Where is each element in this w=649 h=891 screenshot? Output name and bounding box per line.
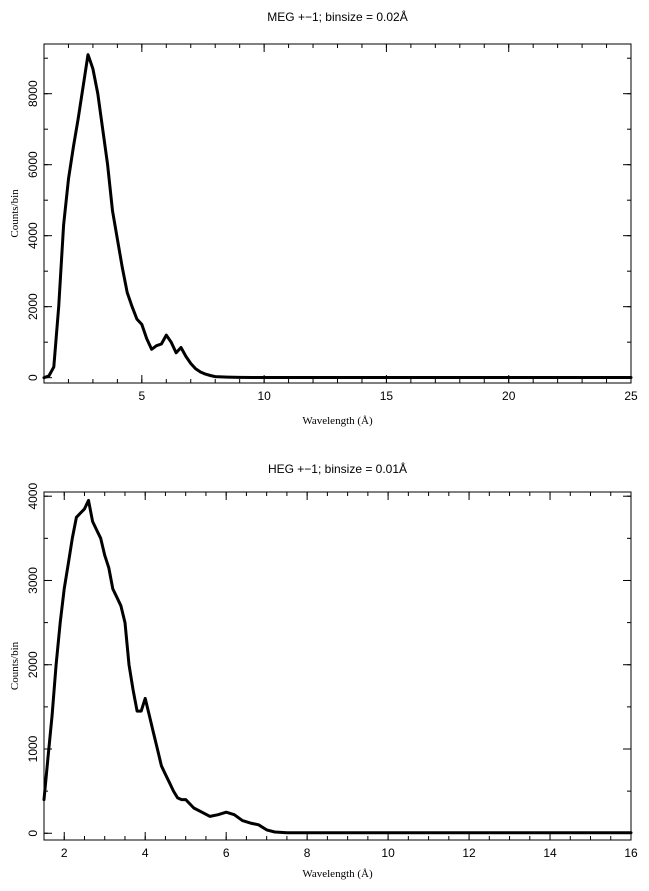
heg-x-tick-label: 6 (223, 846, 230, 860)
meg-x-tick-label: 25 (624, 389, 638, 403)
heg-x-tick-label: 10 (381, 846, 395, 860)
heg-x-tick-label: 12 (462, 846, 476, 860)
meg-plot-frame (43, 43, 632, 384)
heg-y-tick-label: 2000 (26, 651, 40, 678)
meg-spectrum-panel: MEG +−1; binsize = 0.02Å 5 10 15 20 25 0 2000 4… (9, 9, 638, 427)
heg-y-tick-label: 0 (26, 830, 40, 837)
meg-ticks (43, 44, 632, 383)
meg-x-tick-label: 15 (380, 389, 394, 403)
heg-ticks (43, 492, 632, 840)
heg-spectrum-panel: HEG +−1; binsize = 0.01Å 2 4 6 8 10 12 14 16 0 10… (9, 461, 638, 880)
meg-y-tick-label: 0 (26, 374, 40, 381)
meg-tick-labels: 5 10 15 20 25 0 2000 4000 6000 8000 (26, 80, 638, 403)
meg-x-tick-label: 20 (502, 389, 516, 403)
heg-y-tick-label: 3000 (26, 567, 40, 594)
heg-tick-labels: 2 4 6 8 10 12 14 16 0 1000 2000 3000 4000 (26, 483, 638, 860)
heg-chart-title: HEG +−1; binsize = 0.01Å (268, 461, 407, 476)
meg-y-tick-label: 4000 (26, 222, 40, 249)
meg-chart-title: MEG +−1; binsize = 0.02Å (267, 9, 407, 24)
heg-spectrum-line (42, 498, 633, 835)
heg-x-tick-label: 8 (304, 846, 311, 860)
heg-x-tick-label: 2 (61, 846, 68, 860)
meg-y-axis-label: Counts/bin (9, 189, 21, 238)
meg-x-tick-label: 5 (138, 389, 145, 403)
meg-spectrum-line (42, 53, 633, 380)
meg-y-tick-label: 2000 (26, 293, 40, 320)
heg-y-axis-label: Counts/bin (9, 641, 21, 690)
meg-x-axis-label: Wavelength (Å) (302, 415, 373, 427)
heg-x-tick-label: 16 (624, 846, 638, 860)
meg-x-tick-label: 10 (257, 389, 271, 403)
meg-y-tick-label: 6000 (26, 151, 40, 178)
heg-x-axis-label: Wavelength (Å) (302, 868, 373, 880)
heg-y-tick-label: 4000 (26, 483, 40, 510)
heg-x-tick-label: 4 (142, 846, 149, 860)
meg-y-tick-label: 8000 (26, 80, 40, 107)
heg-x-tick-label: 14 (543, 846, 557, 860)
heg-plot-frame (43, 491, 632, 841)
heg-y-tick-label: 1000 (26, 735, 40, 762)
